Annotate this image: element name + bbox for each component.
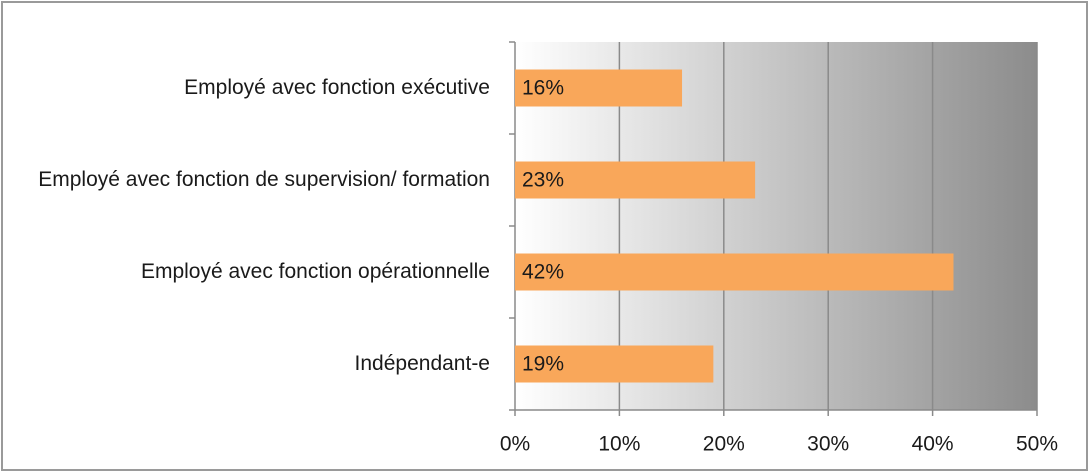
y-tick-label: Indépendant-e <box>354 352 490 375</box>
y-tick-label: Employé avec fonction opérationnelle <box>140 260 490 283</box>
y-tick-label: Employé avec fonction de supervision/ fo… <box>38 168 490 191</box>
bar <box>515 69 683 107</box>
bar <box>515 161 756 199</box>
value-label: 42% <box>522 261 564 284</box>
x-tick-label: 20% <box>703 433 745 456</box>
value-label: 23% <box>522 169 564 192</box>
category-label-box: Employé avec fonction de supervision/ fo… <box>10 134 490 226</box>
value-label: 16% <box>522 77 564 100</box>
value-label: 19% <box>522 353 564 376</box>
bar <box>515 253 954 291</box>
x-tick-label: 40% <box>912 433 954 456</box>
y-tick-label: Employé avec fonction exécutive <box>184 76 490 99</box>
x-tick-label: 30% <box>807 433 849 456</box>
category-label-box: Employé avec fonction exécutive <box>10 42 490 134</box>
bar <box>515 345 714 383</box>
x-tick-label: 10% <box>598 433 640 456</box>
x-tick-label: 0% <box>500 433 530 456</box>
x-tick-label: 50% <box>1016 433 1058 456</box>
category-label-box: Indépendant-e <box>10 318 490 410</box>
category-label-box: Employé avec fonction opérationnelle <box>10 226 490 318</box>
